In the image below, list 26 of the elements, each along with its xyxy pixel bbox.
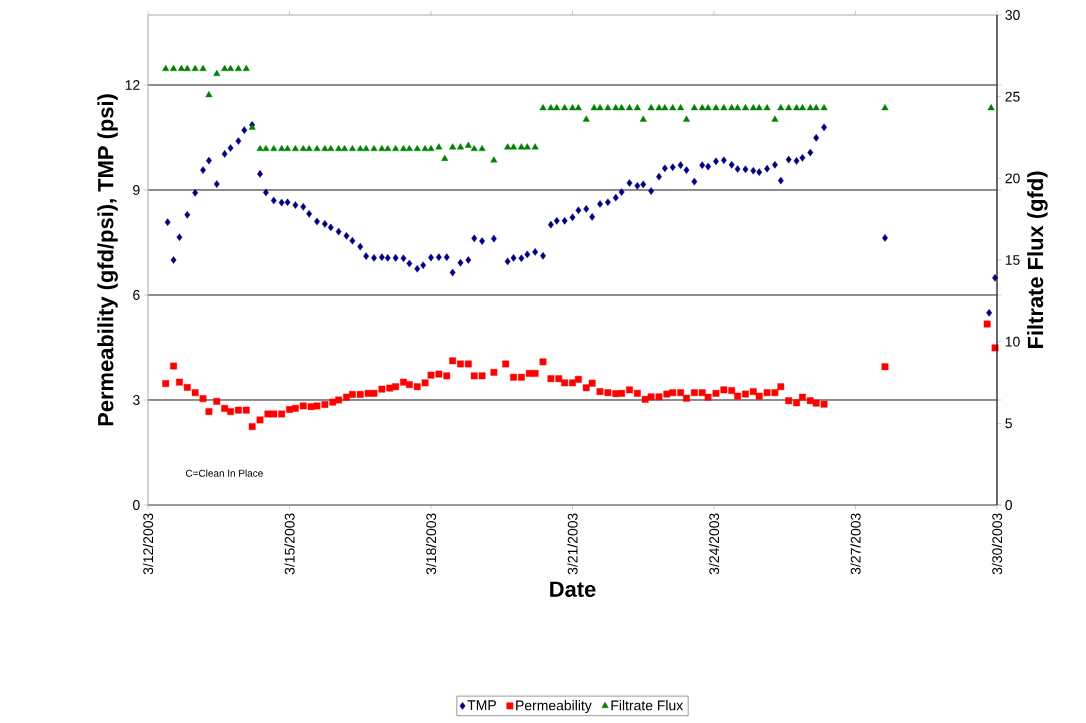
legend-label: Filtrate Flux (611, 700, 684, 711)
y2-tick-label: 0 (1005, 500, 1012, 510)
y-tick-label: 0 (133, 500, 140, 510)
x-tick-label: 3/18/2003 (425, 513, 437, 575)
y2-axis-title: Filtrate Flux (gfd) (1027, 171, 1048, 349)
y2-tick-label: 20 (1005, 173, 1020, 184)
y2-tick-label: 30 (1005, 10, 1020, 20)
y2-tick-label: 5 (1005, 418, 1012, 429)
x-tick-label: 3/30/2003 (991, 513, 1003, 575)
legend-label: TMP (467, 700, 496, 710)
y-axis-title: Permeability (gfd/psi), TMP (psi) (97, 94, 118, 426)
y-tick-label: 3 (133, 395, 140, 405)
x-tick-label: 3/24/2003 (708, 513, 720, 575)
y2-tick-label: 15 (1005, 255, 1020, 265)
annotation: C=Clean In Place (185, 469, 263, 477)
y2-tick-label: 25 (1005, 91, 1020, 102)
y2-tick-label: 10 (1005, 336, 1020, 347)
y-tick-label: 6 (133, 290, 140, 300)
y-tick-label: 9 (133, 185, 140, 195)
x-tick-label: 3/21/2003 (567, 513, 578, 575)
y-tick-label: 12 (125, 80, 140, 90)
x-tick-label: 3/15/2003 (284, 513, 295, 575)
x-axis-title: Date (550, 581, 596, 597)
x-tick-label: 3/12/2003 (142, 513, 154, 575)
legend-label: Permeability (516, 700, 592, 714)
x-tick-label: 3/27/2003 (850, 513, 861, 575)
